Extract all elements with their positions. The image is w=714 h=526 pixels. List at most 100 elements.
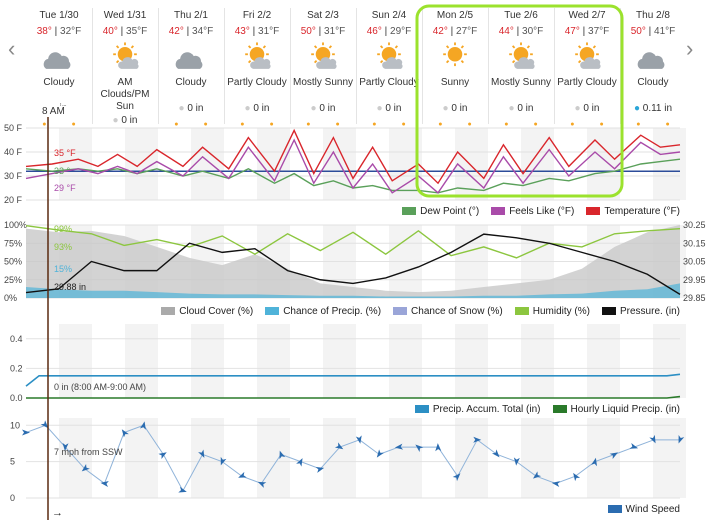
legend-item[interactable]: Precip. Accum. Total (in) <box>414 404 541 415</box>
wind-axis-tick: 5 <box>10 457 15 467</box>
raindrop-icon: ● <box>574 103 581 114</box>
pressure-line <box>25 233 681 295</box>
legend-item[interactable]: Pressure. (in) <box>601 306 680 317</box>
wind-arrow-marker <box>257 481 267 488</box>
high-temp: 50° <box>300 26 316 37</box>
wind-axis-tick: 0 <box>10 493 15 503</box>
precip-amount: ● 0 in <box>356 103 422 114</box>
day-column[interactable]: Thu 2/8 50° | 41°F Cloudy ● 0.11 in ● ● <box>620 8 686 128</box>
legend-label: Chance of Precip. (%) <box>283 306 382 317</box>
pressure-axis-tick: 30.15 <box>683 238 706 248</box>
precip-value: 0 in <box>319 103 336 114</box>
highlight-annotation <box>415 4 624 198</box>
raindrop-icon: ● <box>376 103 383 114</box>
wind-arrow-marker <box>238 471 247 478</box>
chart-legend: Wind Speed <box>596 504 680 515</box>
day-column[interactable]: Wed 2/7 47° | 37°F Partly Cloudy ● 0 in ● ● <box>554 8 620 128</box>
humidity-line <box>25 225 681 259</box>
day-column[interactable]: Sat 2/3 50° | 31°F Mostly Sunny ● 0 in ● ● <box>290 8 356 128</box>
legend-item[interactable]: Hourly Liquid Precip. (in) <box>552 404 680 415</box>
day-temps: 42° | 34°F <box>168 26 214 37</box>
cloud-icon <box>175 52 203 69</box>
legend-item[interactable]: Temperature (°F) <box>586 206 680 217</box>
wind-arrow-marker <box>609 452 619 459</box>
condition-text: Mostly Sunny <box>292 77 354 88</box>
day-column[interactable]: Mon 2/5 42° | 27°F Sunny ● 0 in ● ● <box>422 8 488 128</box>
wind-direction-glyph <box>139 421 146 430</box>
wind-direction-glyph <box>573 472 581 482</box>
temp-axis-tick: 40 F <box>4 147 23 157</box>
day-column[interactable]: Fri 2/2 43° | 31°F Partly Cloudy ● 0 in ● ● <box>224 8 290 128</box>
legend-swatch <box>586 207 601 215</box>
high-temp: 42° <box>432 26 448 37</box>
high-temp: 38° <box>36 26 52 37</box>
wind-arrow-marker <box>22 429 30 436</box>
wind-direction-glyph <box>158 452 167 459</box>
wind-direction-glyph <box>220 456 227 466</box>
condition-text: AM Clouds/PM Sun <box>100 77 150 112</box>
wind-arrow-marker <box>100 481 109 487</box>
day-temps: 50° | 41°F <box>630 26 676 37</box>
precip-amount: ● 0 in <box>92 115 158 126</box>
percent-axis-tick: 50% <box>4 257 22 267</box>
raindrop-icon: ● <box>442 103 449 114</box>
legend-item[interactable]: Feels Like (°F) <box>491 206 574 217</box>
next-days-button[interactable]: › <box>686 36 694 61</box>
wind-direction-glyph <box>40 420 49 429</box>
night-band <box>257 128 290 200</box>
legend-item[interactable]: Chance of Snow (%) <box>393 306 503 317</box>
precip-amount: ● 0 in <box>422 103 488 114</box>
cursor-arrow-icon: → <box>52 507 63 519</box>
wind-direction-glyph <box>315 467 325 473</box>
day-column[interactable]: Sun 2/4 46° | 29°F Partly Cloudy ● 0 in ● ● <box>356 8 422 128</box>
low-temp: 31°F <box>258 26 280 37</box>
day-divider <box>92 8 93 124</box>
precip-axis-tick: 0.2 <box>10 363 23 373</box>
high-temp: 46° <box>366 26 382 37</box>
wind-direction-glyph <box>678 435 685 444</box>
legend-label: Precip. Accum. Total (in) <box>432 404 541 415</box>
condition-text: Partly Cloudy <box>227 77 287 88</box>
wind-arrow-marker <box>678 435 685 444</box>
day-label: Thu 2/8 <box>636 10 670 21</box>
night-band <box>587 324 620 398</box>
humidity-high-readout: 99% <box>54 224 72 234</box>
condition-text: Mostly Sunny <box>490 77 552 88</box>
low-temp: 31°F <box>324 26 346 37</box>
precip-accum-line <box>25 373 681 387</box>
day-label: Wed 2/7 <box>568 10 606 21</box>
night-band <box>59 324 92 398</box>
legend-item[interactable]: Humidity (%) <box>514 306 590 317</box>
night-band <box>323 324 356 398</box>
legend-item[interactable]: Cloud Cover (%) <box>161 306 253 317</box>
feels-like-line <box>25 138 681 194</box>
wind-arrow-marker <box>121 429 129 438</box>
day-divider <box>290 8 291 124</box>
humidity-readout: 93% <box>54 242 72 252</box>
day-column[interactable]: Tue 2/6 44° | 30°F Mostly Sunny ● 0 in ● ● <box>488 8 554 128</box>
sun-icon <box>443 42 467 67</box>
wind-arrow-marker <box>629 443 639 449</box>
legend-item[interactable]: Chance of Precip. (%) <box>265 306 381 317</box>
day-column[interactable]: Thu 2/1 42° | 34°F Cloudy ● 0 in ● ● <box>158 8 224 128</box>
wind-arrow-marker <box>334 442 344 450</box>
prev-days-button[interactable]: ‹ <box>8 36 16 61</box>
precip-amount: ● 0 in <box>224 103 290 114</box>
legend-swatch <box>601 307 616 315</box>
day-label: Fri 2/2 <box>242 10 272 21</box>
high-temp: 43° <box>234 26 250 37</box>
temp-axis-tick: 50 F <box>4 123 23 133</box>
legend-swatch <box>161 307 176 315</box>
legend-item[interactable]: Wind Speed <box>607 504 680 515</box>
night-band <box>653 128 686 200</box>
sun-moon-markers: ● ● <box>306 121 340 128</box>
day-column[interactable]: Wed 1/31 40° | 35°F AM Clouds/PM Sun ● 0 in… <box>92 8 158 140</box>
legend-label: Humidity (%) <box>532 306 590 317</box>
wind-direction-glyph <box>491 449 500 458</box>
night-band <box>125 324 158 398</box>
wind-direction-glyph <box>532 471 542 479</box>
day-divider <box>554 8 555 124</box>
wind-direction-glyph <box>296 458 303 467</box>
sun-moon-markers: ● ● <box>174 121 208 128</box>
legend-item[interactable]: Dew Point (°) <box>402 206 479 217</box>
